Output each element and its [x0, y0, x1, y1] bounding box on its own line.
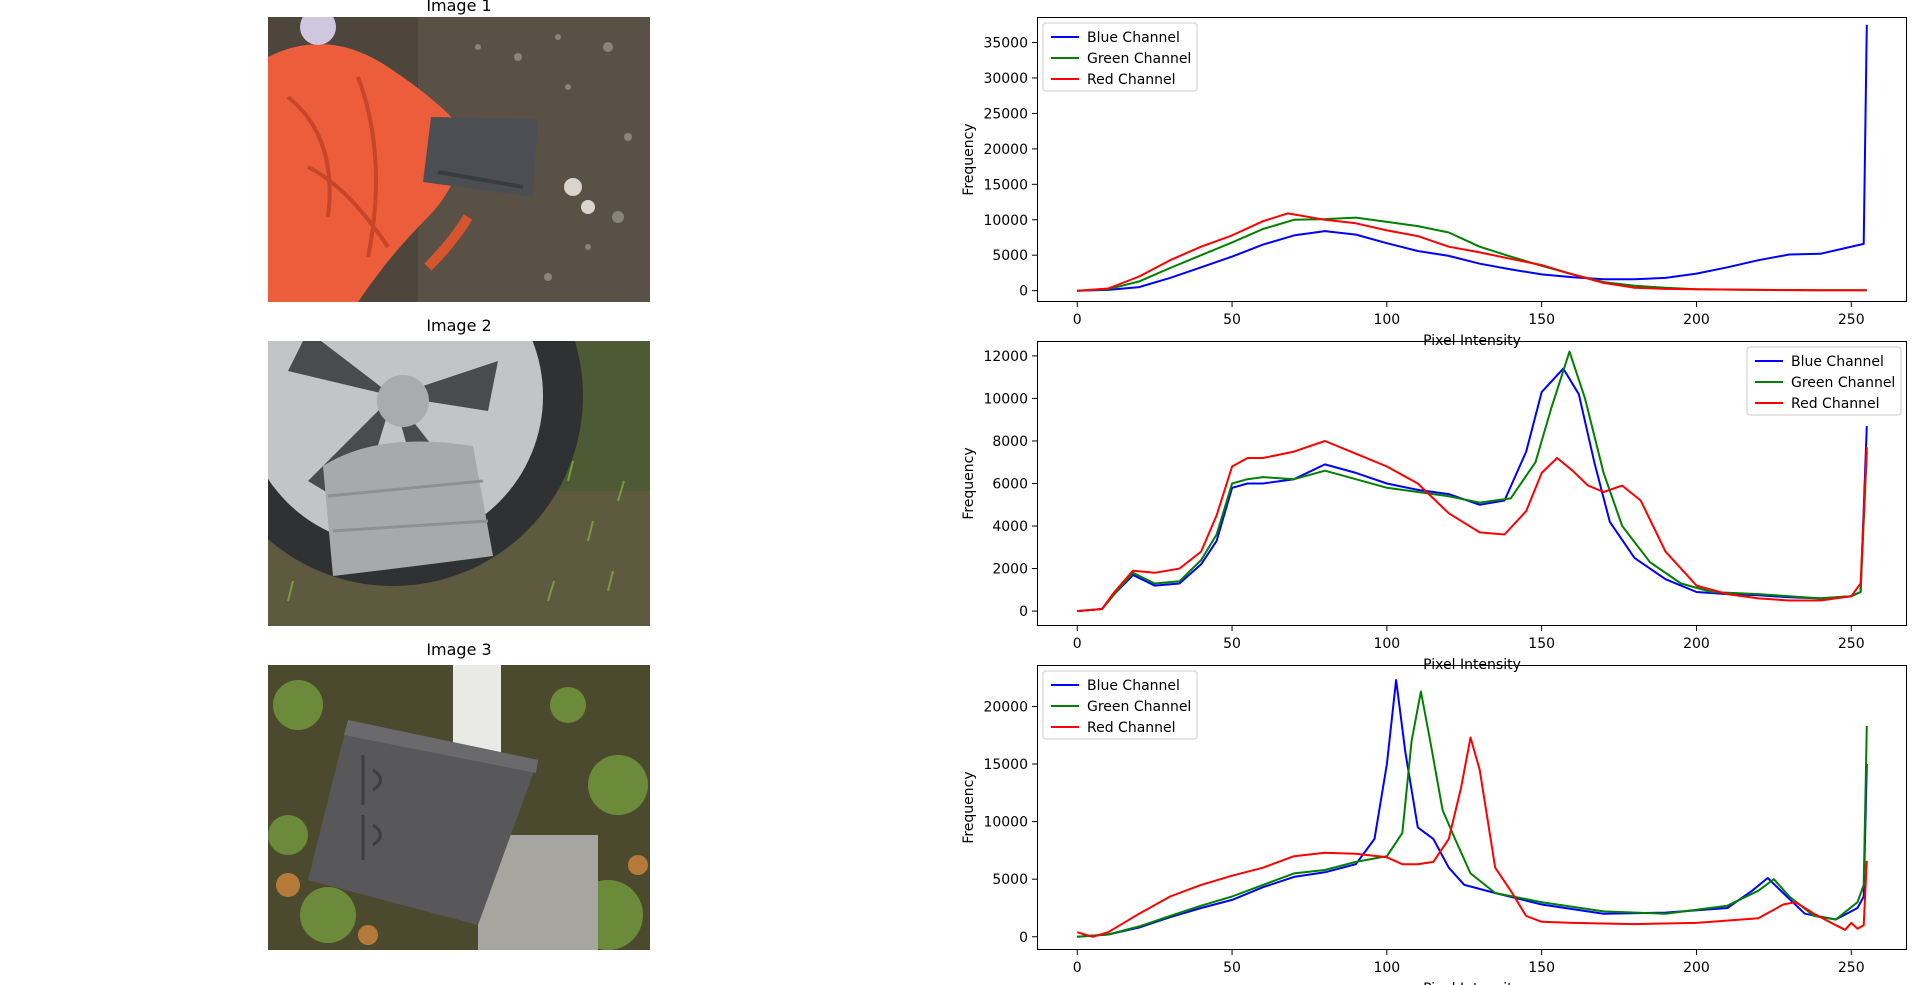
y-tick-label: 35000: [983, 36, 1028, 52]
series-line-red-channel: [1076, 736, 1868, 938]
x-tick-label: 0: [1073, 636, 1082, 652]
legend: Blue Channel Green Channel Red Channel: [1042, 22, 1198, 92]
image-1-title: Image 1: [426, 0, 492, 15]
y-tick-label: 15000: [983, 177, 1028, 193]
y-tick-label: 20000: [983, 699, 1028, 715]
image-2-title: Image 2: [426, 316, 492, 335]
y-tick-label: 10000: [983, 213, 1028, 229]
series-line-blue-channel: [1077, 367, 1868, 613]
legend-box: [1042, 22, 1198, 92]
y-tick-label: 20000: [983, 142, 1028, 158]
y-tick-label: 30000: [983, 71, 1028, 87]
legend-label: Red Channel: [1791, 396, 1880, 412]
histogram-chart-3: 0 50 100 150 200 250 0 5000 10000 15000 20000 Pixel…: [961, 665, 1907, 985]
histogram-chart-2: 0 50 100 150 200 250 0 2000 4000 6000 8000 10000 120…: [961, 341, 1907, 673]
x-tick-label: 100: [1373, 960, 1400, 976]
x-tick-label: 150: [1528, 636, 1555, 652]
y-tick-label: 5000: [992, 872, 1028, 888]
y-tick-label: 5000: [992, 248, 1028, 264]
y-tick-label: 0: [1019, 284, 1028, 300]
x-tick-label: 100: [1373, 312, 1400, 328]
legend: Blue Channel Green Channel Red Channel: [1042, 670, 1198, 740]
legend-box: [1746, 346, 1902, 416]
legend-label: Blue Channel: [1087, 30, 1180, 46]
y-tick-label: 6000: [992, 477, 1028, 493]
series-line-red-channel: [1077, 440, 1868, 613]
y-axis-label: Frequency: [961, 123, 977, 195]
legend-label: Green Channel: [1087, 51, 1191, 67]
y-tick-label: 10000: [983, 391, 1028, 407]
legend: Blue Channel Green Channel Red Channel: [1746, 346, 1902, 416]
image-3-photo: [268, 665, 650, 950]
y-tick-label: 0: [1019, 604, 1028, 620]
plot-frame: [1037, 17, 1907, 302]
y-axis-label: Frequency: [961, 447, 977, 519]
y-tick-label: 12000: [983, 349, 1028, 365]
legend-label: Blue Channel: [1791, 354, 1884, 370]
series-line-red-channel: [1077, 212, 1867, 292]
y-tick-label: 4000: [992, 519, 1028, 535]
y-tick-label: 25000: [983, 106, 1028, 122]
series-line-green-channel: [1077, 216, 1867, 292]
plot-frame: [1037, 665, 1907, 950]
plot-frame: [1037, 341, 1907, 626]
legend-label: Blue Channel: [1087, 678, 1180, 694]
x-tick-label: 50: [1223, 636, 1241, 652]
legend-box: [1042, 670, 1198, 740]
x-tick-label: 150: [1528, 312, 1555, 328]
x-tick-label: 150: [1528, 960, 1555, 976]
series-line-blue-channel: [1077, 24, 1868, 292]
x-tick-label: 50: [1223, 960, 1241, 976]
x-tick-label: 0: [1073, 960, 1082, 976]
y-tick-label: 10000: [983, 815, 1028, 831]
x-tick-label: 250: [1838, 312, 1865, 328]
series-line-blue-channel: [1077, 679, 1868, 938]
image-1-photo: [268, 17, 650, 302]
x-axis-label: Pixel Intensity: [1423, 981, 1521, 985]
legend-label: Green Channel: [1791, 375, 1895, 391]
image-2-photo: [268, 341, 650, 626]
series-line-green-channel: [1077, 690, 1868, 938]
legend-label: Green Channel: [1087, 699, 1191, 715]
legend-label: Red Channel: [1087, 72, 1176, 88]
y-axis-label: Frequency: [961, 771, 977, 843]
x-tick-label: 250: [1838, 960, 1865, 976]
x-tick-label: 200: [1683, 636, 1710, 652]
y-tick-label: 8000: [992, 434, 1028, 450]
series-line-green-channel: [1077, 350, 1868, 613]
x-tick-label: 50: [1223, 312, 1241, 328]
legend-label: Red Channel: [1087, 720, 1176, 736]
x-tick-label: 0: [1073, 312, 1082, 328]
x-tick-label: 200: [1683, 312, 1710, 328]
histogram-chart-1: 0 50 100 150 200 250 0 5000 10000 15000 20000 25000…: [961, 17, 1907, 349]
image-3-title: Image 3: [426, 640, 492, 659]
x-tick-label: 200: [1683, 960, 1710, 976]
y-tick-label: 15000: [983, 757, 1028, 773]
y-tick-label: 2000: [992, 562, 1028, 578]
y-tick-label: 0: [1019, 930, 1028, 946]
x-tick-label: 100: [1373, 636, 1400, 652]
x-tick-label: 250: [1838, 636, 1865, 652]
